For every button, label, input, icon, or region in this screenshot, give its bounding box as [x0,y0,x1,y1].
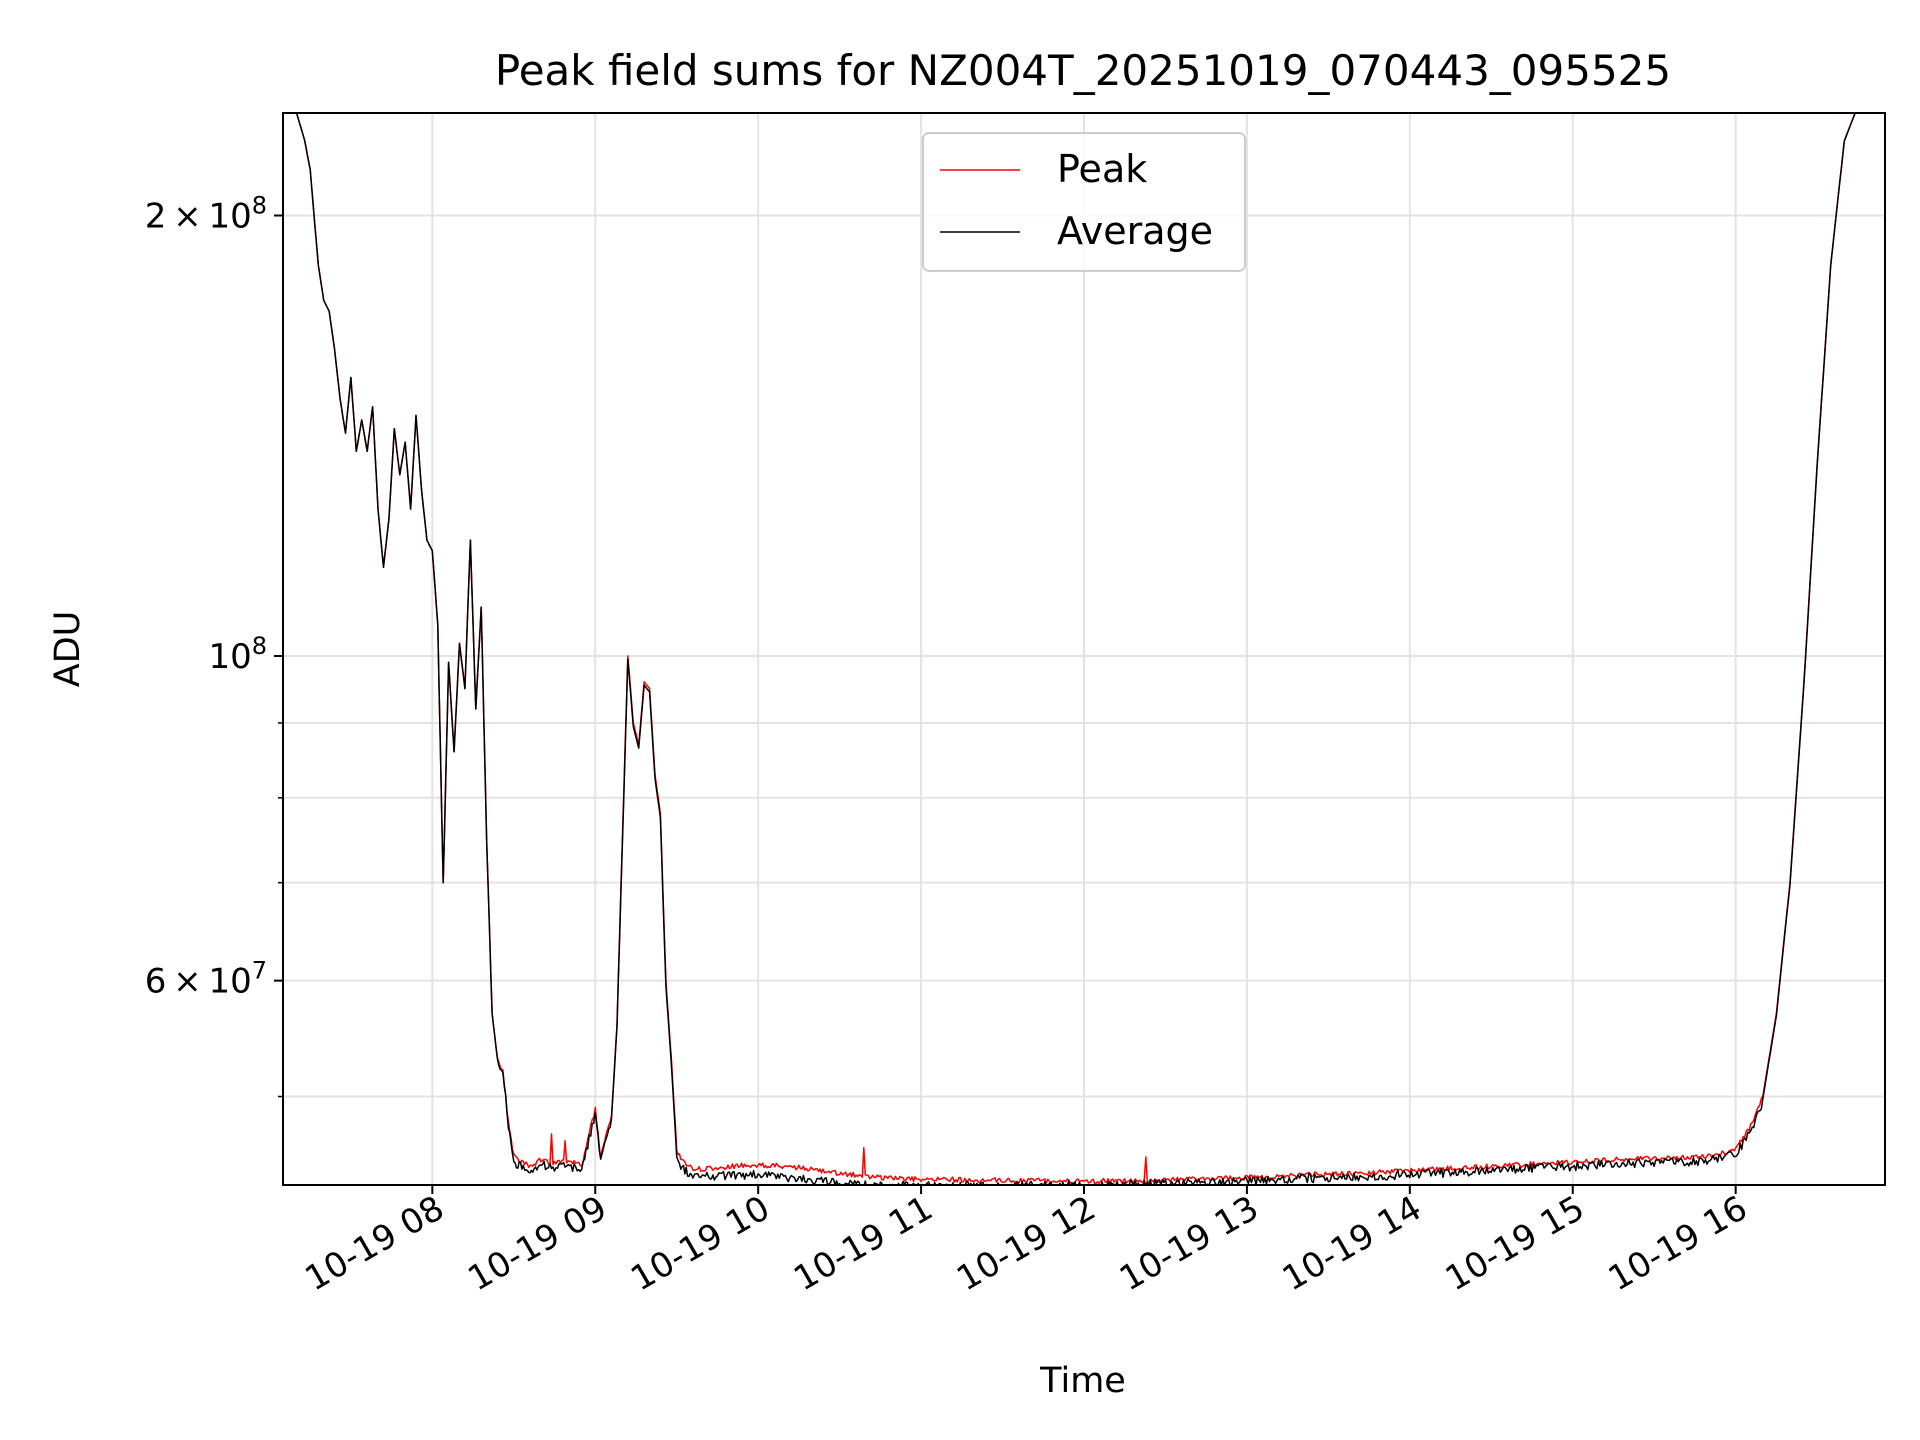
chart-title: Peak field sums for NZ004T_20251019_0704… [495,46,1671,95]
legend-box [922,132,1246,272]
series-line-peak [283,113,1885,1185]
legend-average-label: Average [1057,209,1213,253]
y-tick-label: 108 [208,632,267,677]
legend: Peak Average [922,132,1246,272]
series-layer [283,113,1885,1185]
legend-peak-label: Peak [1057,147,1147,191]
grid [283,113,1885,1185]
x-axis-label: Time [1039,1361,1126,1401]
y-axis-label: ADU [48,611,88,688]
y-tick-label: 2 × 108 [145,191,267,236]
y-tick-label: 6 × 107 [145,957,267,1002]
series-line-average [283,113,1885,1185]
y-axis: 6 × 107 108 2 × 108 [145,191,283,1098]
